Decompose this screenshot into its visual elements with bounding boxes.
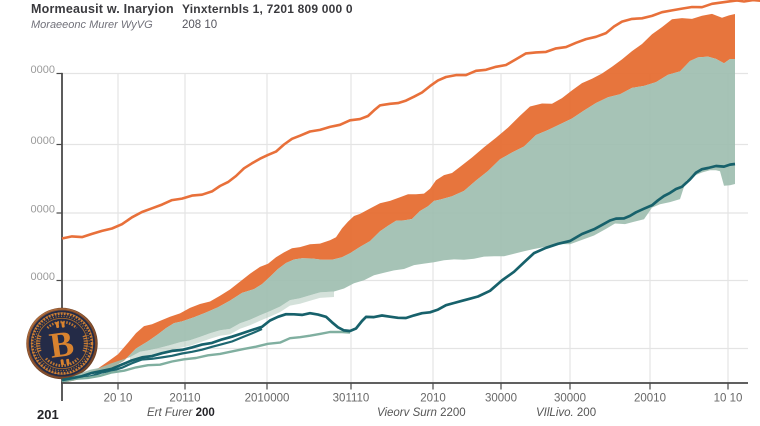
svg-text:20010: 20010: [634, 393, 666, 405]
svg-text:0000: 0000: [31, 135, 55, 147]
svg-text:B: B: [47, 323, 76, 366]
svg-text:30000: 30000: [554, 393, 586, 405]
svg-text:30000: 30000: [485, 393, 517, 405]
svg-text:20110: 20110: [169, 393, 200, 405]
svg-text:20 10: 20 10: [104, 393, 133, 405]
svg-text:0000: 0000: [31, 271, 55, 283]
svg-text:0000: 0000: [31, 204, 55, 216]
svg-text:2010: 2010: [420, 393, 446, 405]
svg-text:2010000: 2010000: [245, 393, 290, 405]
svg-text:0000: 0000: [31, 64, 55, 76]
svg-text:301110: 301110: [333, 393, 370, 405]
svg-text:10 10: 10 10: [714, 393, 743, 405]
